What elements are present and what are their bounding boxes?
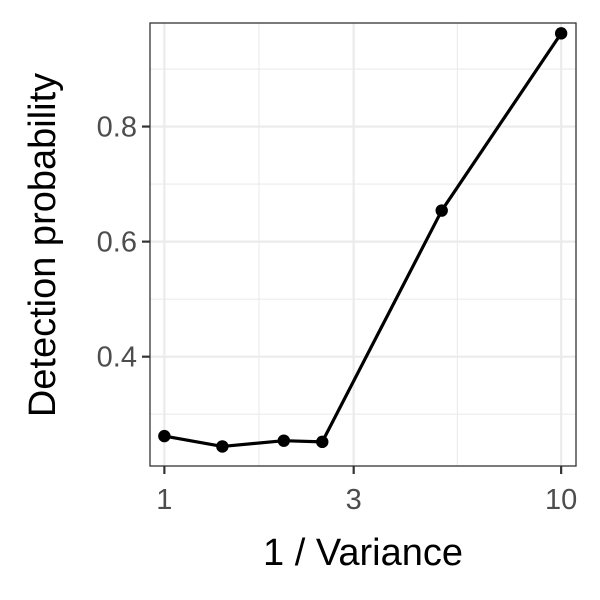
x-tick-label: 10 [545, 484, 577, 516]
panel-border [149, 22, 577, 467]
axis-ticks: 1 3 10 0.4 0.6 0.8 [97, 112, 578, 516]
y-axis-title: Detection probability [22, 73, 64, 417]
x-tick-label: 3 [346, 484, 362, 516]
x-axis-title: 1 / Variance [263, 532, 463, 574]
x-tick-label: 1 [156, 484, 172, 516]
y-tick-label: 0.6 [97, 227, 137, 259]
y-tick-label: 0.4 [97, 342, 137, 374]
data-point [216, 440, 229, 453]
y-tick-label: 0.8 [97, 112, 137, 144]
data-point [554, 27, 568, 40]
data-point [316, 435, 329, 449]
data-point [277, 434, 291, 447]
data-point [435, 204, 448, 217]
data-layer [158, 27, 568, 453]
grid-lines [150, 23, 576, 466]
series-line [164, 32, 563, 449]
data-point [158, 429, 171, 443]
